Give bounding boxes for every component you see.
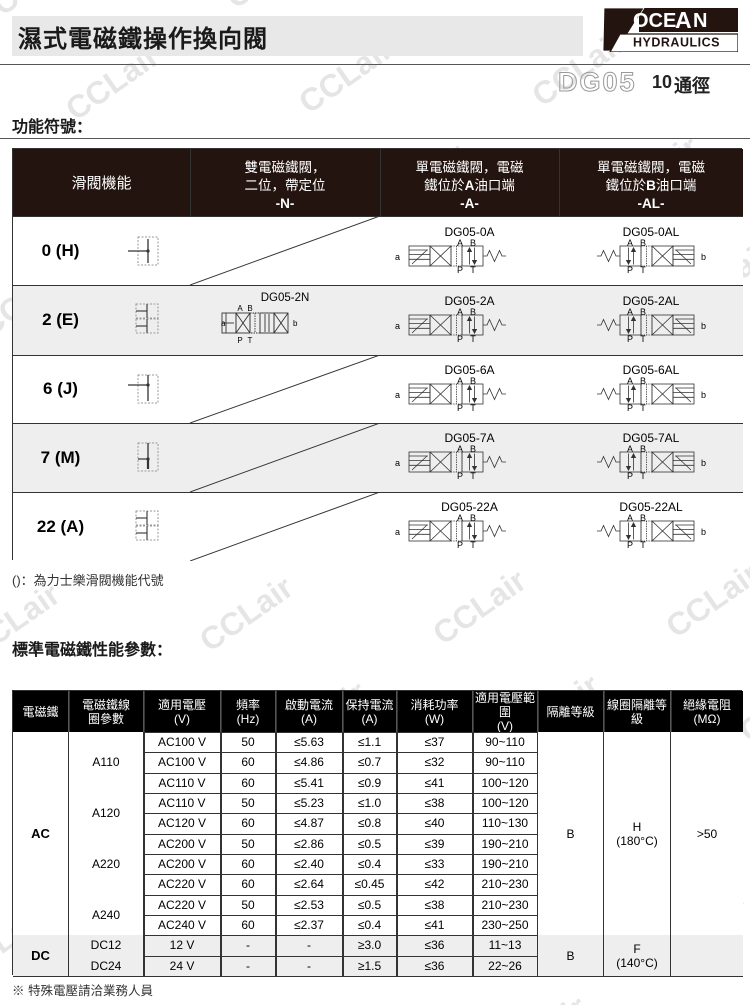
svg-text:N: N bbox=[693, 10, 707, 32]
svg-text:a: a bbox=[395, 527, 400, 537]
svg-text:a: a bbox=[221, 319, 226, 328]
svg-text:a: a bbox=[395, 252, 400, 262]
svg-text:B: B bbox=[470, 444, 476, 454]
svg-text:b: b bbox=[701, 458, 706, 468]
svg-text:T: T bbox=[248, 336, 253, 345]
svg-text:b: b bbox=[701, 321, 706, 331]
svg-text:A: A bbox=[237, 304, 243, 313]
svg-text:a: a bbox=[395, 390, 400, 400]
svg-text:A: A bbox=[627, 376, 633, 386]
svg-text:A: A bbox=[627, 444, 633, 454]
svg-text:P: P bbox=[237, 336, 242, 345]
svg-text:B: B bbox=[470, 238, 476, 248]
svg-text:A: A bbox=[627, 238, 633, 248]
svg-text:A: A bbox=[627, 307, 633, 317]
svg-text:A: A bbox=[675, 8, 692, 33]
svg-text:B: B bbox=[247, 304, 252, 313]
svg-text:A: A bbox=[627, 513, 633, 523]
svg-text:b: b bbox=[701, 390, 706, 400]
svg-text:a: a bbox=[395, 458, 400, 468]
svg-text:B: B bbox=[470, 307, 476, 317]
svg-text:HYDRAULICS: HYDRAULICS bbox=[633, 36, 720, 50]
svg-text:b: b bbox=[701, 527, 706, 537]
svg-text:a: a bbox=[395, 321, 400, 331]
svg-text:B: B bbox=[470, 513, 476, 523]
svg-text:b: b bbox=[701, 252, 706, 262]
svg-text:b: b bbox=[293, 319, 298, 328]
svg-text:B: B bbox=[470, 376, 476, 386]
svg-text:OCE: OCE bbox=[633, 10, 676, 32]
svg-text:DG05: DG05 bbox=[558, 68, 637, 97]
